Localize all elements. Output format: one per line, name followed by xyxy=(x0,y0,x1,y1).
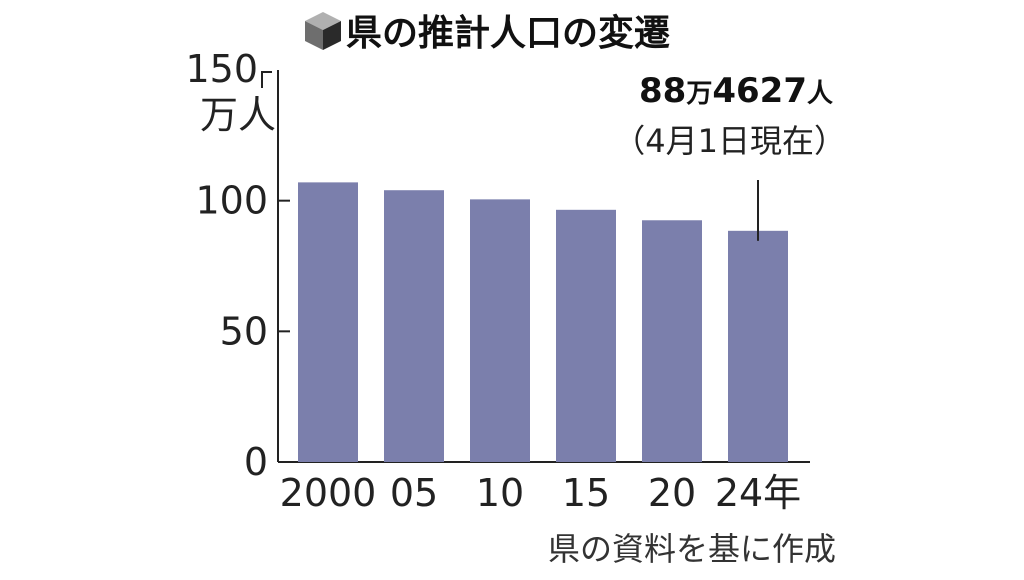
x-tick-label: 20 xyxy=(648,471,696,515)
chart-title: 県の推計人口の変遷 xyxy=(346,12,670,54)
annotation-value: 88万4627人 xyxy=(639,71,833,111)
annotation-unit1: 万 xyxy=(686,79,712,109)
annotation: 88万4627人 （4月1日現在） xyxy=(613,71,846,241)
bar-2 xyxy=(470,199,530,463)
annotation-num1: 88 xyxy=(639,71,686,111)
y-ticks: 0 50 100 xyxy=(195,179,290,484)
x-labels: 2000 05 10 15 20 24年 xyxy=(280,471,802,515)
y-unit-label: 万人 xyxy=(200,93,276,137)
bar-0 xyxy=(298,182,358,462)
y-tick-label: 0 xyxy=(244,440,268,484)
bar-1 xyxy=(384,190,444,463)
x-tick-label: 05 xyxy=(390,471,438,515)
y-unit-number: 150 xyxy=(185,47,258,91)
annotation-unit2: 人 xyxy=(807,79,833,109)
bar-3 xyxy=(556,209,616,462)
x-tick-label: 15 xyxy=(562,471,610,515)
bar-4 xyxy=(642,220,702,462)
source-note: 県の資料を基に作成 xyxy=(548,530,836,568)
x-tick-label: 2000 xyxy=(280,471,377,515)
annotation-note: （4月1日現在） xyxy=(613,122,846,160)
x-tick-label: 24年 xyxy=(715,471,801,515)
bar-5 xyxy=(728,230,788,462)
y-unit: 150 万人 xyxy=(185,47,276,137)
y-tick-label: 50 xyxy=(220,309,268,353)
title-block: 県の推計人口の変遷 xyxy=(305,12,670,54)
x-tick-label: 10 xyxy=(476,471,524,515)
annotation-num2: 4627 xyxy=(712,71,807,111)
y-unit-bracket xyxy=(261,71,272,88)
y-tick-label: 100 xyxy=(195,179,268,223)
bars xyxy=(298,182,788,463)
cube-icon xyxy=(305,12,341,50)
